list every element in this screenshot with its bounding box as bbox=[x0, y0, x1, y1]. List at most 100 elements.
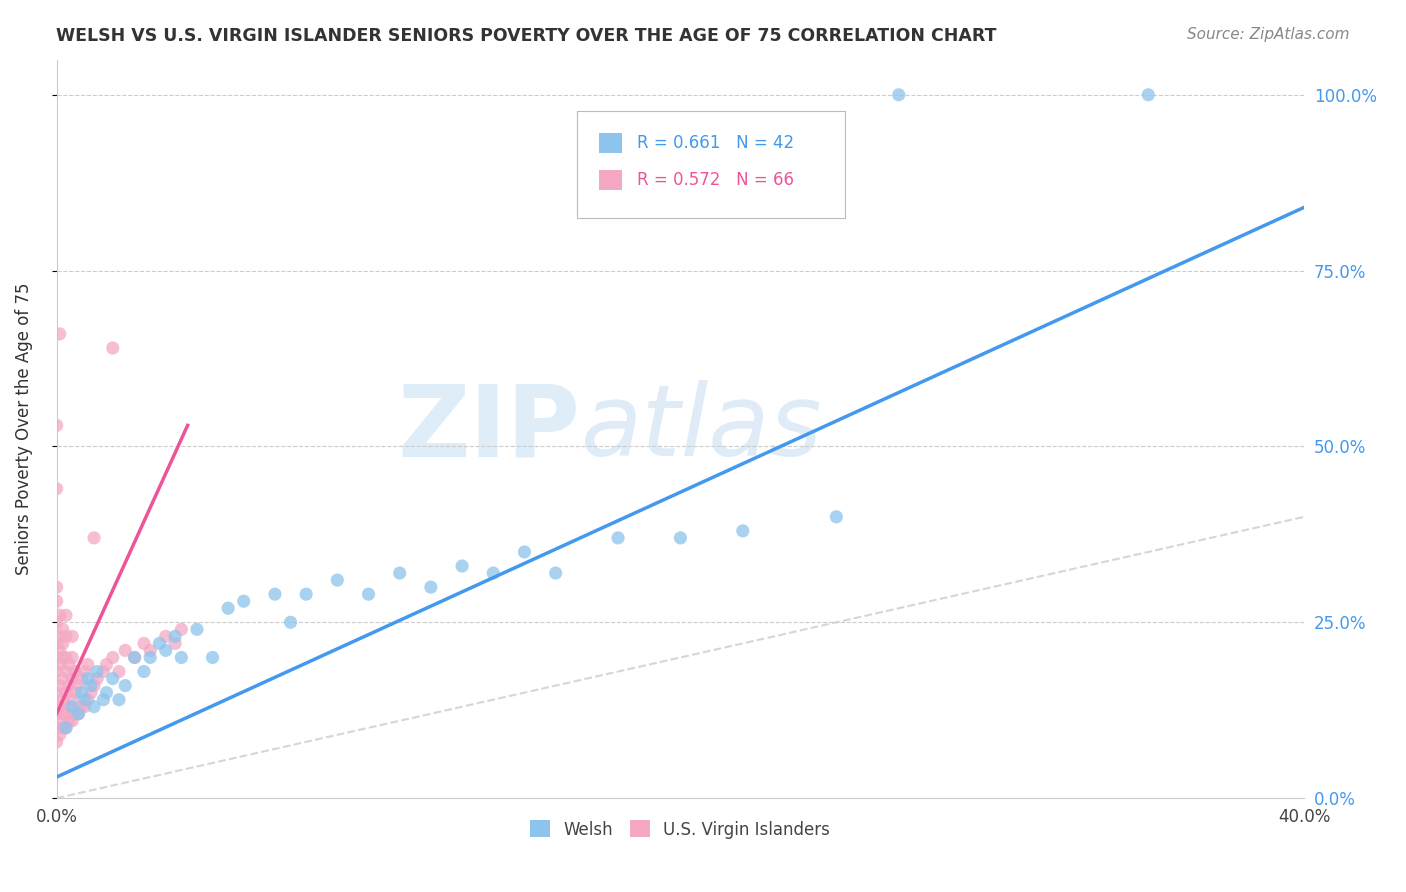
Text: atlas: atlas bbox=[581, 380, 823, 477]
Point bbox=[155, 643, 177, 657]
Point bbox=[83, 699, 105, 714]
Point bbox=[45, 735, 67, 749]
Point bbox=[70, 672, 93, 686]
Y-axis label: Seniors Poverty Over the Age of 75: Seniors Poverty Over the Age of 75 bbox=[15, 283, 32, 575]
Point bbox=[60, 714, 83, 728]
Text: R = 0.572   N = 66: R = 0.572 N = 66 bbox=[637, 171, 794, 189]
Point bbox=[60, 629, 83, 643]
Point bbox=[76, 672, 98, 686]
Point bbox=[48, 326, 70, 341]
Point bbox=[58, 657, 80, 672]
Point bbox=[52, 636, 75, 650]
Point bbox=[170, 623, 193, 637]
Text: ZIP: ZIP bbox=[398, 380, 581, 477]
Text: R = 0.661   N = 42: R = 0.661 N = 42 bbox=[637, 134, 794, 152]
Point bbox=[86, 665, 108, 679]
Point bbox=[45, 482, 67, 496]
Point bbox=[60, 692, 83, 706]
Point bbox=[67, 679, 90, 693]
Point bbox=[55, 685, 77, 699]
Point bbox=[45, 721, 67, 735]
Point bbox=[70, 685, 93, 699]
Point bbox=[55, 608, 77, 623]
Point bbox=[55, 665, 77, 679]
Point bbox=[482, 566, 505, 580]
Point bbox=[669, 531, 692, 545]
Point bbox=[45, 418, 67, 433]
Point bbox=[165, 636, 187, 650]
Point bbox=[65, 665, 87, 679]
Point bbox=[55, 706, 77, 721]
Point bbox=[45, 665, 67, 679]
Point bbox=[1137, 87, 1160, 102]
Point bbox=[108, 692, 131, 706]
Point bbox=[264, 587, 287, 601]
Point bbox=[52, 623, 75, 637]
Point bbox=[60, 699, 83, 714]
Point bbox=[52, 650, 75, 665]
Point bbox=[124, 650, 146, 665]
Point bbox=[80, 679, 103, 693]
Point bbox=[52, 672, 75, 686]
Point bbox=[825, 509, 848, 524]
Point bbox=[48, 629, 70, 643]
Point bbox=[165, 629, 187, 643]
Point bbox=[170, 650, 193, 665]
Point bbox=[55, 629, 77, 643]
Point bbox=[76, 657, 98, 672]
Point bbox=[45, 636, 67, 650]
Point bbox=[295, 587, 318, 601]
Point bbox=[96, 657, 118, 672]
Point bbox=[148, 636, 170, 650]
Point bbox=[132, 665, 155, 679]
FancyBboxPatch shape bbox=[599, 170, 621, 190]
Point bbox=[201, 650, 224, 665]
Point bbox=[139, 643, 162, 657]
Point bbox=[48, 699, 70, 714]
Point bbox=[101, 650, 124, 665]
Point bbox=[52, 692, 75, 706]
Point bbox=[45, 594, 67, 608]
Point bbox=[217, 601, 239, 615]
Point bbox=[83, 531, 105, 545]
Point bbox=[52, 721, 75, 735]
FancyBboxPatch shape bbox=[599, 134, 621, 153]
Point bbox=[388, 566, 411, 580]
Point bbox=[101, 341, 124, 355]
Point bbox=[48, 679, 70, 693]
FancyBboxPatch shape bbox=[576, 112, 845, 219]
Point bbox=[513, 545, 536, 559]
Point bbox=[48, 643, 70, 657]
Point bbox=[45, 650, 67, 665]
Point bbox=[73, 692, 96, 706]
Point bbox=[45, 685, 67, 699]
Point bbox=[357, 587, 380, 601]
Point bbox=[232, 594, 254, 608]
Point bbox=[73, 699, 96, 714]
Point bbox=[101, 672, 124, 686]
Point bbox=[67, 706, 90, 721]
Point bbox=[326, 573, 349, 587]
Point bbox=[93, 692, 115, 706]
Point bbox=[67, 706, 90, 721]
Point bbox=[887, 87, 910, 102]
Point bbox=[73, 665, 96, 679]
Point bbox=[124, 650, 146, 665]
Point bbox=[45, 706, 67, 721]
Point bbox=[280, 615, 302, 630]
Text: WELSH VS U.S. VIRGIN ISLANDER SENIORS POVERTY OVER THE AGE OF 75 CORRELATION CHA: WELSH VS U.S. VIRGIN ISLANDER SENIORS PO… bbox=[56, 27, 997, 45]
Point bbox=[139, 650, 162, 665]
Point bbox=[544, 566, 567, 580]
Point bbox=[83, 679, 105, 693]
Point bbox=[70, 699, 93, 714]
Point bbox=[86, 672, 108, 686]
Point bbox=[132, 636, 155, 650]
Point bbox=[93, 665, 115, 679]
Point bbox=[108, 665, 131, 679]
Point bbox=[52, 706, 75, 721]
Point bbox=[451, 559, 474, 574]
Point bbox=[55, 721, 77, 735]
Point bbox=[114, 679, 136, 693]
Point bbox=[45, 615, 67, 630]
Point bbox=[48, 728, 70, 742]
